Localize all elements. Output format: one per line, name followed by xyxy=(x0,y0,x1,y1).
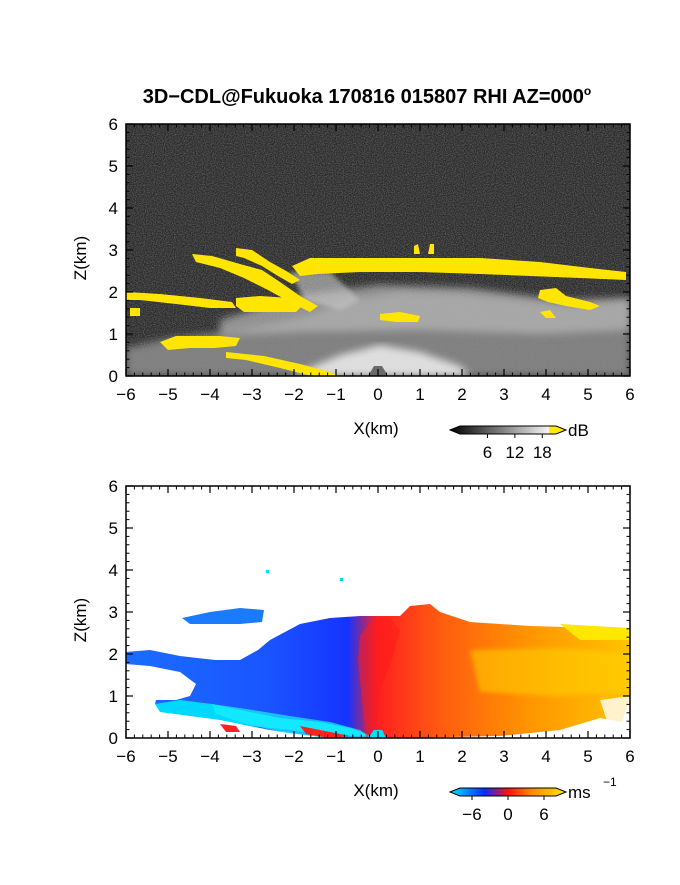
velocity-xtick-label: −3 xyxy=(242,747,261,766)
cloud-branch-1 xyxy=(236,248,300,284)
cloud-layer-left xyxy=(126,292,236,308)
cloud-layer-low xyxy=(160,336,240,350)
backscatter-ylabel: Z(km) xyxy=(71,236,90,280)
cloud-fleck-left xyxy=(130,308,140,316)
backscatter-xtick-label: 2 xyxy=(457,385,466,404)
velocity-ytick-label: 1 xyxy=(109,687,118,706)
velocity-xtick-label: 0 xyxy=(373,747,382,766)
velocity-xtick-label: −6 xyxy=(116,747,135,766)
velocity-ytick-label: 0 xyxy=(109,729,118,748)
backscatter-xtick-label: 5 xyxy=(583,385,592,404)
cloud-spike-2 xyxy=(428,244,434,254)
velocity-ytick-label: 6 xyxy=(109,477,118,496)
velocity-red-fleck xyxy=(300,726,350,738)
cloud-patch-center xyxy=(380,312,420,322)
velocity-colorbar xyxy=(448,787,568,797)
backscatter-xlabel: X(km) xyxy=(353,419,398,438)
backscatter-colorbar-tick-label: 18 xyxy=(533,443,552,462)
velocity-xtick-label: −4 xyxy=(200,747,219,766)
cloud-layer-mid xyxy=(236,296,304,312)
backscatter-colorbar-tick-label: 12 xyxy=(505,443,524,462)
backscatter-xtick-label: −2 xyxy=(284,385,303,404)
velocity-colorbar-tick-label: −6 xyxy=(462,805,481,824)
velocity-yellow-band xyxy=(470,648,630,696)
backscatter-xtick-label: −1 xyxy=(326,385,345,404)
velocity-xtick-label: −2 xyxy=(284,747,303,766)
backscatter-ytick-label: 3 xyxy=(109,241,118,260)
backscatter-xtick-label: 3 xyxy=(499,385,508,404)
velocity-xtick-label: 6 xyxy=(625,747,634,766)
velocity-top-right xyxy=(560,624,630,640)
cloud-spike-1 xyxy=(414,244,420,254)
velocity-speck-2 xyxy=(340,578,343,581)
velocity-panel xyxy=(126,486,630,738)
velocity-ytick-label: 2 xyxy=(109,645,118,664)
title-degree: o xyxy=(583,84,592,98)
velocity-xtick-label: −1 xyxy=(326,747,345,766)
backscatter-xtick-label: 6 xyxy=(625,385,634,404)
backscatter-panel xyxy=(126,124,630,376)
velocity-xtick-label: 5 xyxy=(583,747,592,766)
velocity-xtick-label: 2 xyxy=(457,747,466,766)
velocity-xtick-label: 4 xyxy=(541,747,550,766)
velocity-ytick-label: 3 xyxy=(109,603,118,622)
velocity-gap xyxy=(600,696,630,738)
velocity-ytick-label: 4 xyxy=(109,561,118,580)
backscatter-colorbar xyxy=(448,425,568,435)
velocity-zero-line xyxy=(358,618,400,738)
velocity-colorbar-unit: ms xyxy=(568,783,591,802)
backscatter-ytick-label: 5 xyxy=(109,157,118,176)
velocity-xtick-label: 3 xyxy=(499,747,508,766)
title-text: 3D−CDL@Fukuoka 170816 015807 RHI AZ=000 xyxy=(142,86,584,108)
backscatter-xtick-label: 0 xyxy=(373,385,382,404)
cloud-layer-top xyxy=(292,258,626,280)
backscatter-ytick-label: 4 xyxy=(109,199,118,218)
velocity-xlabel: X(km) xyxy=(353,781,398,800)
velocity-ytick-label: 5 xyxy=(109,519,118,538)
backscatter-colorbar-unit: dB xyxy=(568,421,589,440)
velocity-xtick-label: −5 xyxy=(158,747,177,766)
backscatter-xtick-label: −6 xyxy=(116,385,135,404)
cloud-branch-2 xyxy=(192,254,318,312)
velocity-red-fleck-2 xyxy=(220,724,240,732)
velocity-colorbar-tick-label: 0 xyxy=(503,805,512,824)
backscatter-ytick-label: 0 xyxy=(109,367,118,386)
cloud-fleck xyxy=(540,310,556,318)
backscatter-xtick-label: −4 xyxy=(200,385,219,404)
velocity-colorbar-tick-label: 6 xyxy=(539,805,548,824)
backscatter-ytick-label: 6 xyxy=(109,115,118,134)
backscatter-xtick-label: 4 xyxy=(541,385,550,404)
backscatter-xtick-label: −3 xyxy=(242,385,261,404)
cloud-near-surface xyxy=(226,352,340,376)
cloud-patch-right xyxy=(538,288,600,310)
velocity-cyan-core xyxy=(212,704,372,738)
lidar-site-marker-2 xyxy=(368,730,386,738)
velocity-xtick-label: 1 xyxy=(415,747,424,766)
velocity-speck-1 xyxy=(266,570,269,573)
backscatter-colorbar-tick-label: 6 xyxy=(483,443,492,462)
backscatter-ytick-label: 1 xyxy=(109,325,118,344)
velocity-ylabel: Z(km) xyxy=(71,598,90,642)
backscatter-xtick-label: 1 xyxy=(415,385,424,404)
velocity-upper-left-layer xyxy=(182,608,264,624)
near-surface-bright xyxy=(290,345,470,376)
backscatter-xtick-label: −5 xyxy=(158,385,177,404)
backscatter-ytick-label: 2 xyxy=(109,283,118,302)
velocity-colorbar-unit-sup: −1 xyxy=(603,775,617,789)
figure-title: 3D−CDL@Fukuoka 170816 015807 RHI AZ=000o xyxy=(0,84,680,109)
